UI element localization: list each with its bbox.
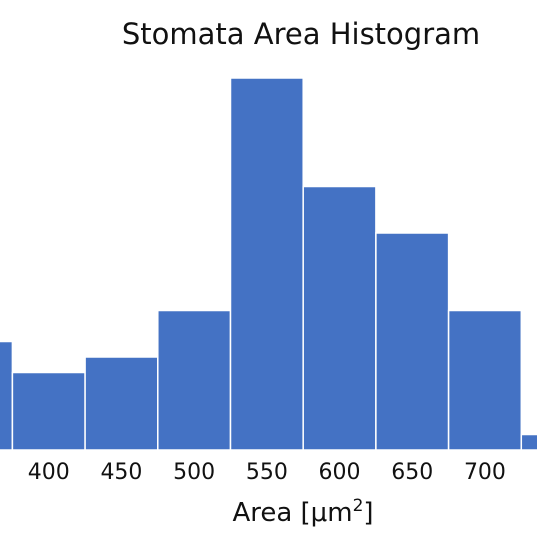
- histogram-bar-725-775: [520, 433, 537, 451]
- chart-title: Stomata Area Histogram: [122, 17, 480, 51]
- x-tick-labels: 400 450 500 550 600 650 700: [28, 460, 506, 485]
- histogram-bar-475-525: [157, 309, 232, 451]
- x-tick-label-600: 600: [319, 460, 361, 485]
- x-tick-label-650: 650: [391, 460, 433, 485]
- x-tick-label-500: 500: [173, 460, 215, 485]
- x-tick-label-550: 550: [246, 460, 288, 485]
- histogram-bar-375-425: [11, 371, 86, 451]
- x-tick-label-450: 450: [100, 460, 142, 485]
- histogram-bar-425-475: [84, 356, 159, 451]
- x-tick-label-700: 700: [464, 460, 506, 485]
- x-axis-label: Area [μm2]: [232, 496, 373, 528]
- histogram-bar-325-375: [0, 340, 14, 451]
- histogram-bars: [0, 77, 537, 451]
- x-tick-label-400: 400: [28, 460, 70, 485]
- histogram-bar-675-725: [447, 309, 523, 451]
- histogram-bar-625-675: [375, 232, 450, 451]
- histogram-bar-575-625: [302, 185, 377, 451]
- histogram-bar-525-575: [229, 77, 304, 451]
